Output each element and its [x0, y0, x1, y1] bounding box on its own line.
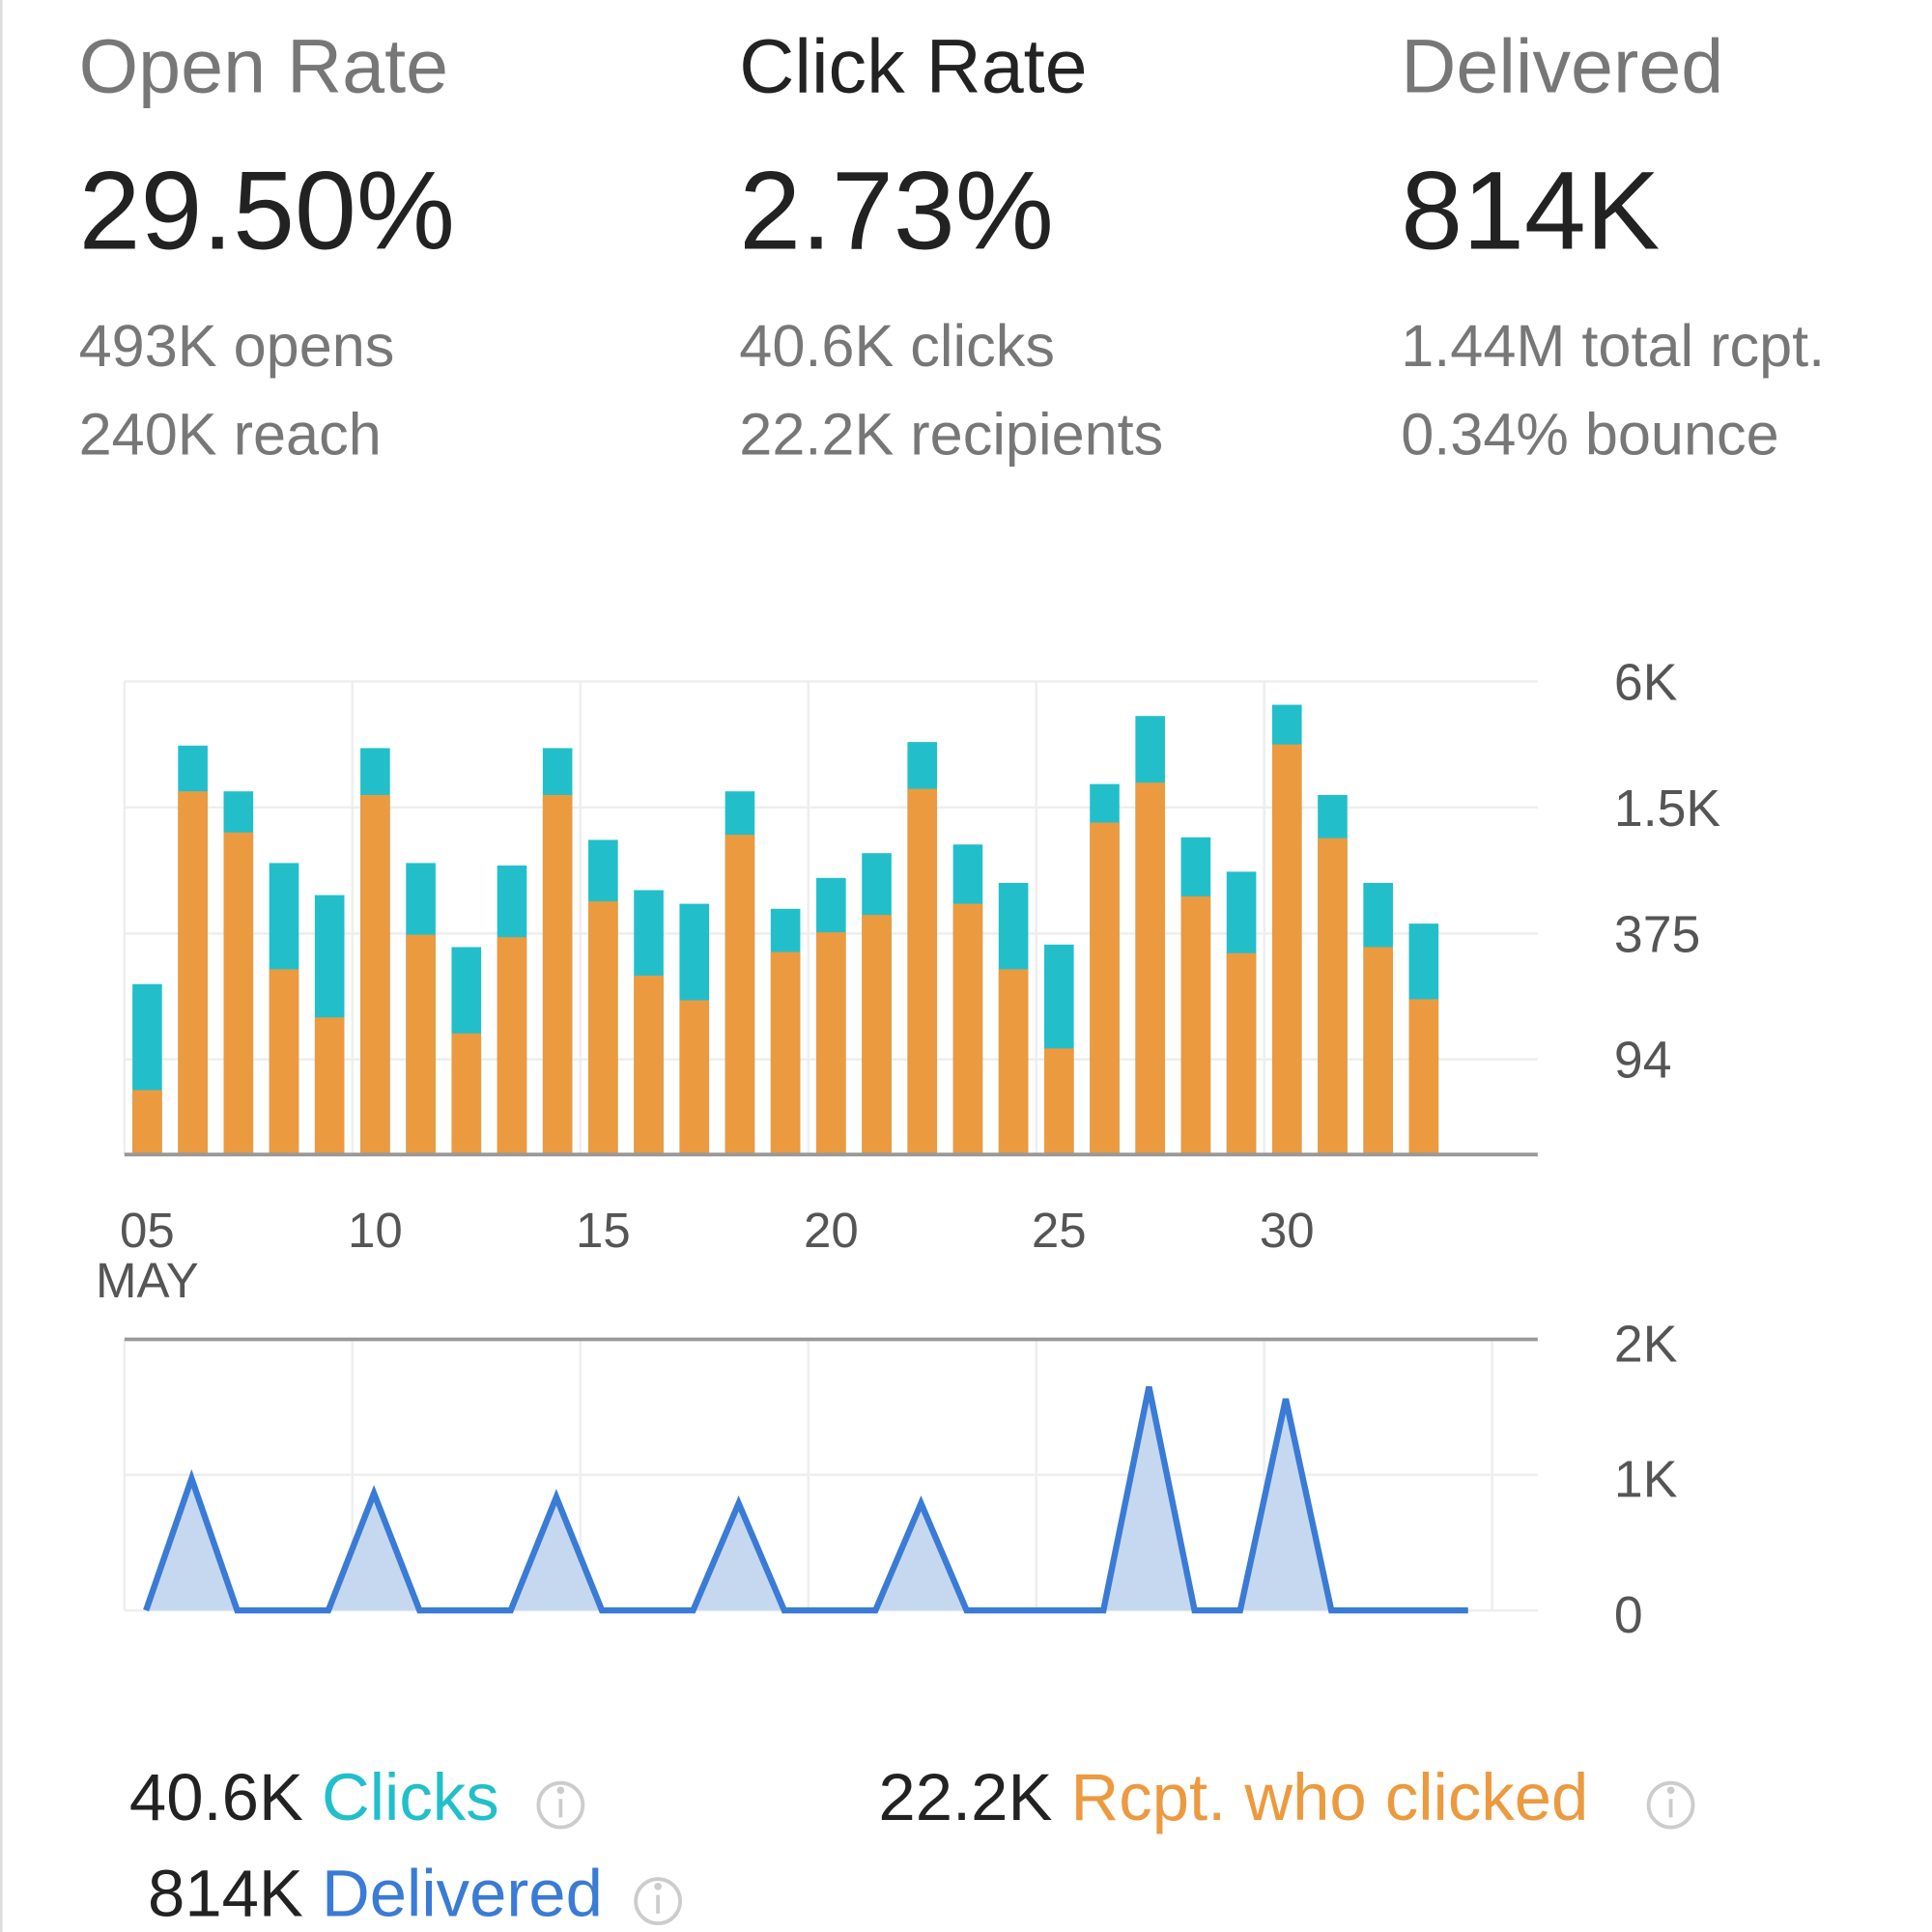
metric-click-rate[interactable]: Click Rate 2.73% 40.6K clicks 22.2K reci… — [739, 23, 1163, 468]
area-line — [143, 1385, 1468, 1614]
metric-detail: 240K reach — [79, 402, 382, 468]
bar — [907, 788, 938, 1155]
legend: 40.6K Clicks 22.2K Rcpt. who clicked 814… — [129, 1760, 1695, 1930]
bar — [497, 937, 527, 1155]
y-tick-label: 375 — [1614, 906, 1700, 963]
y-tick-label: 0 — [1614, 1587, 1643, 1644]
metric-title[interactable]: Delivered — [1401, 23, 1723, 109]
metric-value: 2.73% — [739, 150, 1053, 273]
metric-value: 29.50% — [79, 150, 455, 273]
bar — [314, 1017, 345, 1155]
bar — [1408, 999, 1439, 1155]
metric-open-rate[interactable]: Open Rate 29.50% 493K opens 240K reach — [79, 23, 455, 468]
metric-detail: 1.44M total rcpt. — [1401, 313, 1825, 379]
x-tick-label: 20 — [804, 1203, 859, 1258]
bar — [588, 901, 618, 1155]
bar — [542, 794, 573, 1155]
metric-title[interactable]: Open Rate — [79, 23, 448, 109]
metric-detail: 493K opens — [79, 313, 395, 379]
legend-entry: 40.6K Clicks — [129, 1760, 499, 1834]
bar — [178, 791, 208, 1155]
metric-value: 814K — [1401, 150, 1660, 273]
metric-detail: 22.2K recipients — [739, 402, 1163, 468]
bar — [724, 835, 755, 1155]
bar — [1226, 952, 1257, 1155]
bar — [451, 1033, 482, 1155]
bar — [269, 969, 299, 1155]
bar — [1135, 782, 1165, 1155]
bar — [770, 952, 801, 1155]
bar — [1043, 1048, 1074, 1155]
bar — [360, 794, 390, 1155]
bar — [862, 915, 892, 1155]
x-tick-label: 30 — [1260, 1203, 1315, 1258]
legend-entry: 22.2K Rcpt. who clicked — [878, 1760, 1588, 1834]
bar — [998, 969, 1029, 1155]
y-tick-label: 94 — [1614, 1033, 1672, 1090]
x-tick-label: 05 — [120, 1203, 175, 1258]
legend-label: Delivered — [322, 1856, 603, 1930]
legend-total: 40.6K — [129, 1760, 303, 1834]
x-tick-label: 10 — [348, 1203, 403, 1258]
y-tick-label: 2K — [1614, 1316, 1678, 1373]
bar — [679, 1000, 710, 1155]
metric-title[interactable]: Click Rate — [739, 23, 1087, 109]
y-tick-label: 6K — [1614, 654, 1678, 711]
metric-detail: 0.34% bounce — [1401, 402, 1778, 468]
legend-label: Rcpt. who clicked — [1071, 1760, 1589, 1834]
bar — [816, 932, 846, 1155]
legend-label: Clicks — [322, 1760, 499, 1834]
metric-delivered[interactable]: Delivered 814K 1.44M total rcpt. 0.34% b… — [1401, 23, 1825, 468]
bar — [223, 832, 254, 1155]
bar — [1271, 744, 1302, 1155]
bar — [952, 903, 983, 1155]
legend-total: 22.2K — [878, 1760, 1052, 1834]
bar — [1318, 838, 1348, 1155]
bar — [1090, 822, 1120, 1155]
bar — [634, 975, 664, 1155]
x-tick-label: 25 — [1032, 1203, 1087, 1258]
legend-total: 814K — [148, 1856, 303, 1930]
y-tick-label: 1K — [1614, 1452, 1678, 1509]
x-tick-label: 15 — [576, 1203, 631, 1258]
bar — [406, 934, 436, 1155]
bar — [132, 1090, 162, 1155]
bar — [1363, 947, 1393, 1155]
y-tick-label: 1.5K — [1614, 781, 1720, 838]
info-icon[interactable] — [536, 1780, 1695, 1925]
bar — [1180, 895, 1211, 1155]
x-month-label: MAY — [96, 1253, 199, 1308]
legend-entry: 814K Delivered — [148, 1856, 603, 1930]
metric-detail: 40.6K clicks — [739, 313, 1055, 379]
